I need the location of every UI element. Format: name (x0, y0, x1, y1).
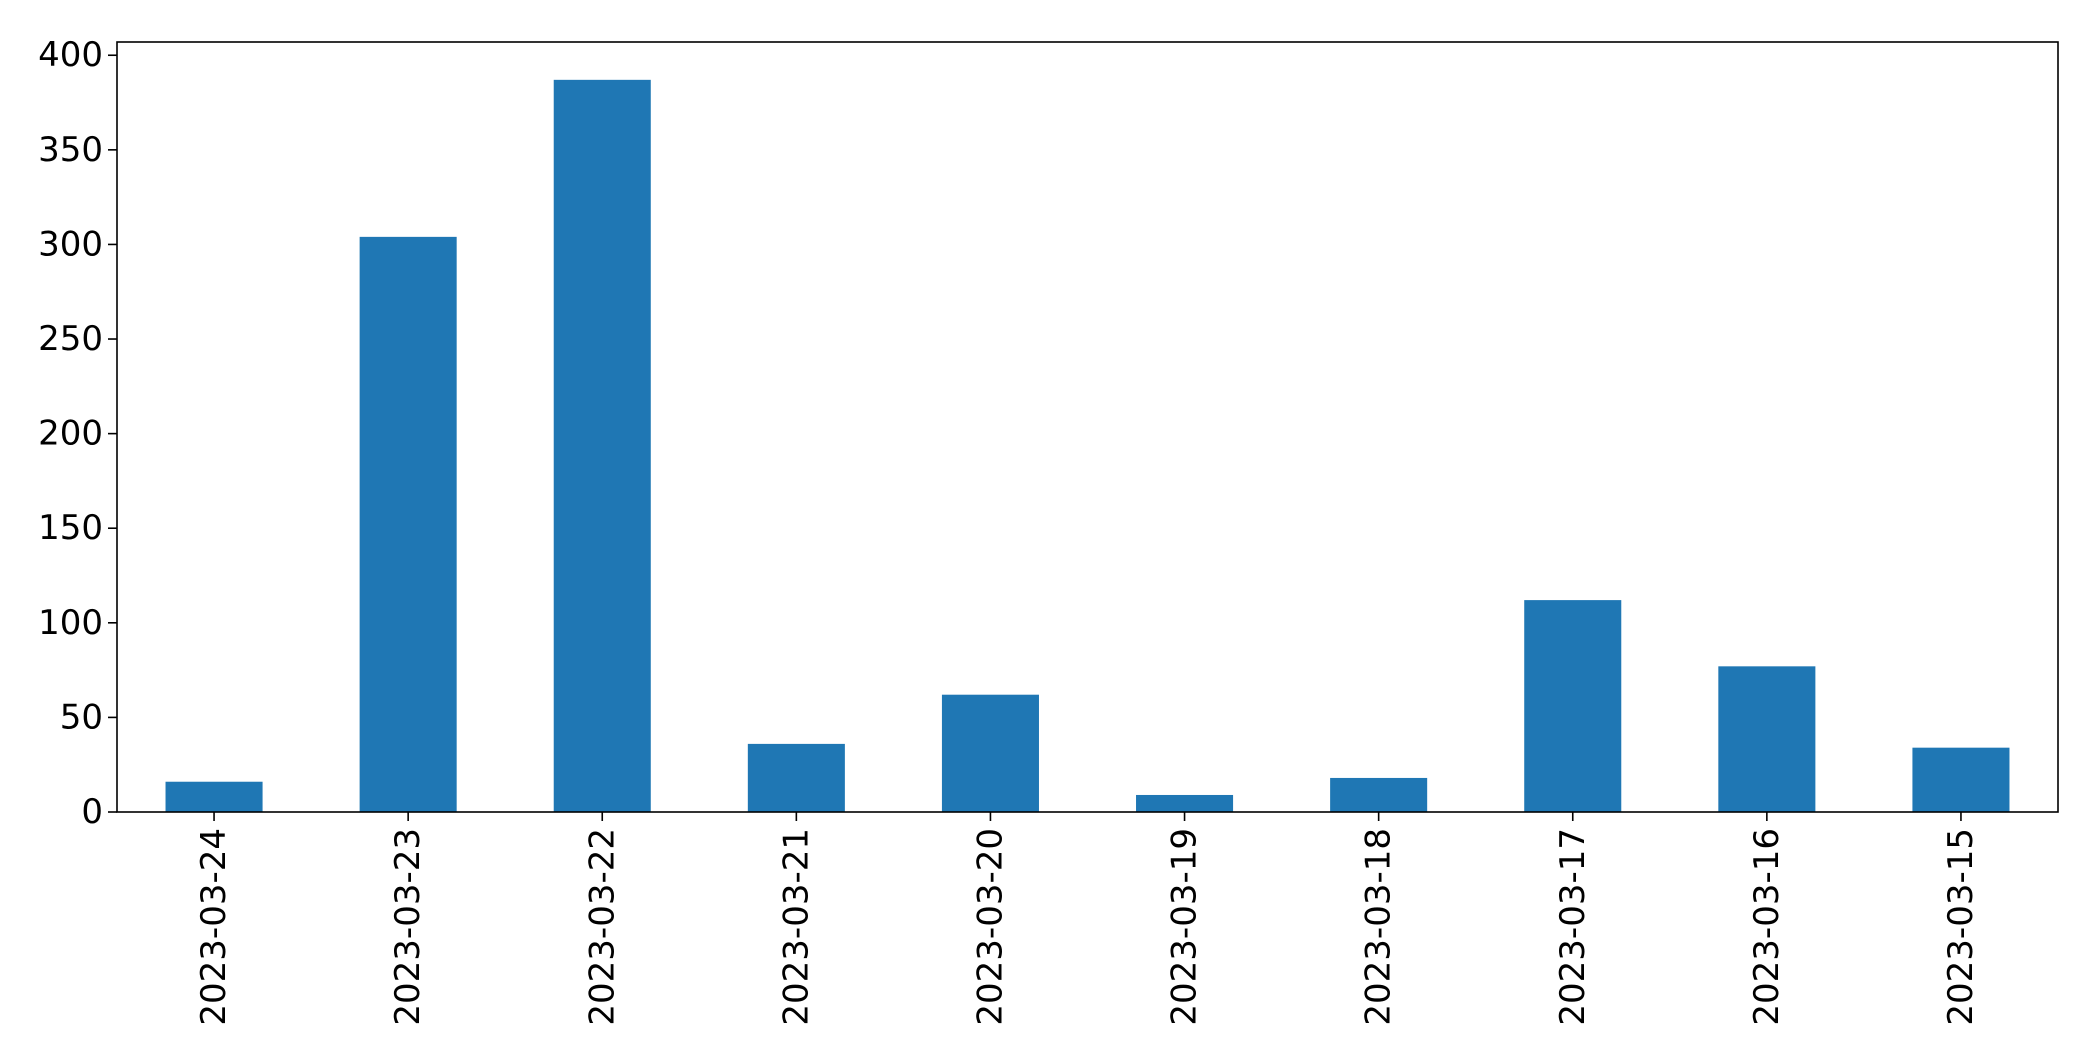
y-tick-label: 50 (60, 697, 103, 737)
y-tick-label: 300 (38, 224, 103, 264)
x-tick-label: 2023-03-15 (1941, 828, 1981, 1026)
bar-2023-03-20 (941, 694, 1039, 812)
y-tick-label: 400 (38, 35, 103, 75)
y-tick-label: 200 (38, 414, 103, 454)
y-axis: 0 50 100 150 200 250 300 350 400 (38, 35, 117, 832)
y-tick-label: 350 (38, 130, 103, 170)
x-tick-label: 2023-03-24 (194, 828, 234, 1026)
bar-2023-03-22 (553, 79, 651, 813)
x-tick-label: 2023-03-16 (1747, 828, 1787, 1026)
x-tick-label: 2023-03-19 (1165, 828, 1205, 1026)
bar-2023-03-17 (1524, 600, 1622, 812)
x-tick-label: 2023-03-18 (1359, 828, 1399, 1026)
bar-2023-03-15 (1912, 747, 2010, 812)
bar-2023-03-18 (1330, 777, 1428, 812)
bar-2023-03-19 (1136, 794, 1234, 812)
x-tick-label: 2023-03-21 (776, 828, 816, 1026)
x-tick-label: 2023-03-23 (388, 828, 428, 1026)
bar-2023-03-16 (1718, 666, 1816, 812)
x-axis: 2023-03-24 2023-03-23 2023-03-22 2023-03-21… (194, 812, 1981, 1026)
y-tick-label: 0 (81, 792, 103, 832)
bars-group (165, 79, 2010, 813)
bar-2023-03-21 (747, 743, 845, 812)
y-tick-label: 250 (38, 319, 103, 359)
plot-frame (116, 41, 2059, 813)
x-tick-label: 2023-03-17 (1553, 828, 1593, 1026)
x-tick-label: 2023-03-20 (970, 828, 1010, 1026)
bar-2023-03-24 (165, 781, 263, 812)
x-tick-label: 2023-03-22 (582, 828, 622, 1026)
bar-2023-03-23 (359, 236, 457, 812)
y-tick-label: 100 (38, 603, 103, 643)
y-tick-label: 150 (38, 508, 103, 548)
